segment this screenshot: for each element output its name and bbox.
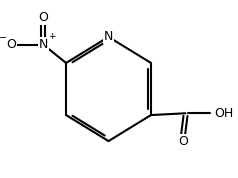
Text: OH: OH [214, 107, 234, 120]
Text: O: O [178, 135, 188, 148]
Text: N: N [104, 30, 113, 43]
Text: O: O [6, 38, 16, 51]
Text: −: − [0, 33, 7, 43]
Text: N: N [39, 38, 48, 51]
Text: O: O [38, 11, 48, 24]
Text: +: + [48, 32, 55, 41]
